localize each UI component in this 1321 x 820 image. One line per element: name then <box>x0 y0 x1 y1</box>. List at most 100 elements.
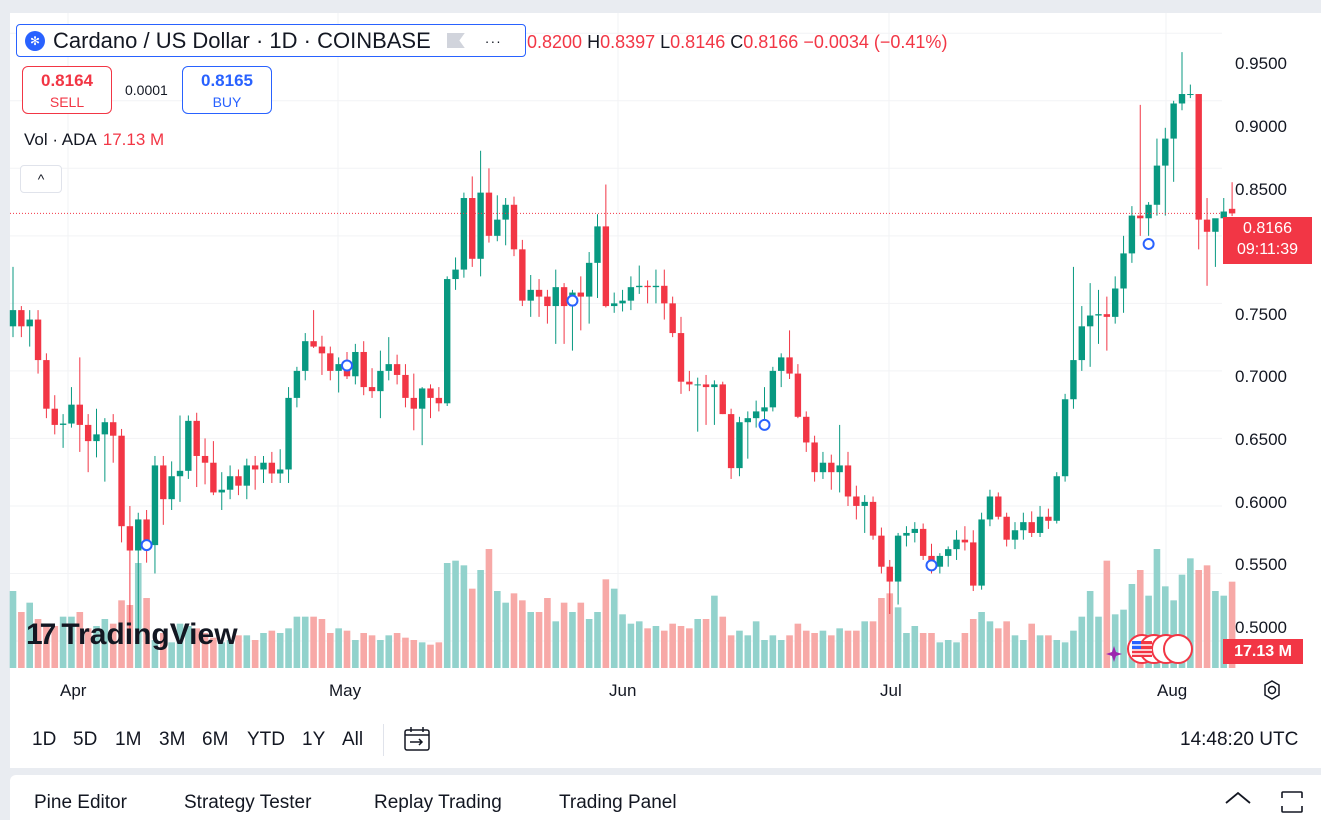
range-1m-button[interactable]: 1M <box>115 729 142 750</box>
volume-bar <box>1178 574 1186 668</box>
candle-body <box>368 387 376 392</box>
candle-body <box>268 462 276 474</box>
volume-bar <box>811 633 818 668</box>
volume-bar <box>1128 584 1136 668</box>
range-1d-button[interactable]: 1D <box>32 729 57 750</box>
volume-bar <box>435 642 443 668</box>
candle-body <box>352 351 359 377</box>
utc-clock[interactable]: 14:48:20 UTC <box>1180 729 1299 750</box>
flag-icon[interactable] <box>446 33 465 48</box>
volume-bar <box>118 600 125 668</box>
range-1y-button[interactable]: 1Y <box>302 729 326 750</box>
gear-icon[interactable] <box>1262 680 1282 700</box>
volume-bar <box>1228 581 1236 668</box>
volume-bar <box>176 623 184 668</box>
volume-bar <box>986 621 994 668</box>
volume-bar <box>226 640 234 668</box>
volume-bar <box>1095 616 1102 668</box>
tradingview-logo[interactable]: 17 TradingView <box>26 618 238 652</box>
range-6m-button[interactable]: 6M <box>202 729 229 750</box>
volume-bar <box>1011 635 1019 668</box>
candle-body <box>1212 218 1219 232</box>
range-ytd-button[interactable]: YTD <box>247 729 285 750</box>
volume-bar <box>752 621 760 668</box>
candle-body <box>510 204 518 250</box>
event-marker-icon <box>341 359 353 372</box>
volume-bar <box>736 630 743 668</box>
candle-body <box>1036 516 1044 533</box>
candle-body <box>878 535 885 567</box>
volume-bar <box>210 637 217 668</box>
volume-bar <box>285 628 292 668</box>
volume-bar <box>802 630 810 668</box>
volume-bar <box>160 633 167 668</box>
candle-body <box>786 357 793 374</box>
collapse-legend-button[interactable]: ^ <box>20 165 62 193</box>
volume-bar <box>786 635 793 668</box>
volume-bar <box>1212 591 1219 668</box>
time-axis-label: Apr <box>60 681 87 700</box>
range-5d-button[interactable]: 5D <box>73 729 98 750</box>
volume-bar <box>953 642 960 668</box>
price-axis-label: 0.9500 <box>1235 54 1287 73</box>
candle-body <box>1195 94 1202 220</box>
tab-trading-panel[interactable]: Trading Panel <box>559 792 677 813</box>
candle-body <box>677 333 685 382</box>
volume-bar <box>477 570 484 668</box>
range-3m-button[interactable]: 3M <box>159 729 186 750</box>
current-price-tag: 0.8166 09:11:39 <box>1223 217 1312 264</box>
volume-bar <box>377 640 384 668</box>
candle-body <box>644 285 651 288</box>
candle-body <box>1120 253 1127 289</box>
candle-body <box>1053 476 1060 521</box>
chevron-up-icon[interactable] <box>1223 788 1253 808</box>
sell-button[interactable]: 0.8164 SELL <box>22 66 112 114</box>
symbol-search-box[interactable]: ✻ Cardano / US Dollar · 1D · COINBASE ··… <box>16 24 526 57</box>
date-range-icon[interactable] <box>402 724 432 754</box>
volume-bar <box>944 640 952 668</box>
candle-body <box>235 476 242 486</box>
economic-events-icon[interactable] <box>1104 632 1194 666</box>
volume-bar <box>677 626 685 668</box>
candle-body <box>736 422 743 469</box>
volume-bar <box>878 598 885 668</box>
candle-body <box>1020 522 1027 531</box>
volume-bar <box>1187 558 1194 668</box>
volume-bar <box>510 593 518 668</box>
candle-body <box>978 519 985 586</box>
close-key: C <box>730 32 744 52</box>
candle-body <box>84 424 92 442</box>
range-all-button[interactable]: All <box>342 729 364 750</box>
candle-body <box>393 364 401 375</box>
tab-pine-editor[interactable]: Pine Editor <box>34 792 127 813</box>
volume-bar <box>1045 635 1052 668</box>
volume-bar <box>552 621 560 668</box>
volume-legend[interactable]: Vol · ADA 17.13 M <box>24 130 164 150</box>
low-value: 0.8146 <box>670 32 726 52</box>
volume-bar <box>1195 570 1202 668</box>
candle-body <box>819 462 827 473</box>
candle-body <box>986 496 994 520</box>
buy-button[interactable]: 0.8165 BUY <box>182 66 272 114</box>
tab-strategy-tester[interactable]: Strategy Tester <box>184 792 312 813</box>
candle-body <box>752 411 760 419</box>
candle-body <box>919 528 927 556</box>
candle-body <box>1086 315 1094 327</box>
volume-bar <box>727 635 735 668</box>
candle-body <box>861 501 868 506</box>
candle-body <box>661 285 668 304</box>
candle-body <box>844 465 852 497</box>
candle-body <box>945 549 952 556</box>
candle-body <box>527 289 534 301</box>
candle-body <box>1070 360 1077 400</box>
candle-body <box>544 296 551 307</box>
price-chart[interactable] <box>0 0 1321 720</box>
maximize-icon[interactable] <box>1280 790 1304 814</box>
volume-bar <box>1203 565 1211 668</box>
volume-bar <box>694 619 701 668</box>
buy-label: BUY <box>212 94 242 110</box>
tab-replay-trading[interactable]: Replay Trading <box>374 792 502 813</box>
candle-body <box>151 465 159 546</box>
candle-body <box>702 384 710 388</box>
more-options-icon[interactable]: ··· <box>484 32 502 49</box>
